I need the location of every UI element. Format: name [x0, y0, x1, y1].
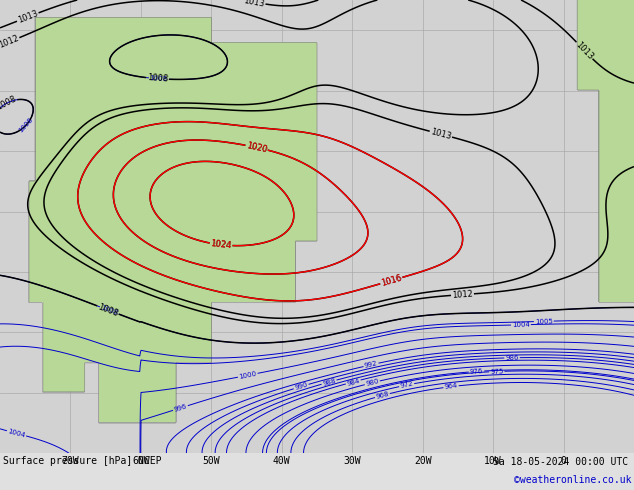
Text: 50W: 50W: [202, 456, 220, 466]
Text: 986: 986: [505, 355, 519, 361]
Text: 1024: 1024: [210, 239, 232, 250]
Text: 1000: 1000: [238, 370, 257, 380]
Text: 1008: 1008: [100, 304, 119, 317]
Text: 70W: 70W: [61, 456, 79, 466]
Text: 0: 0: [560, 456, 567, 466]
Text: 1020: 1020: [245, 141, 268, 154]
Text: 984: 984: [346, 377, 361, 387]
Text: 1004: 1004: [512, 321, 530, 328]
Text: 996: 996: [173, 403, 188, 413]
Text: 988: 988: [322, 377, 337, 387]
Text: 1005: 1005: [534, 318, 553, 324]
Text: 1013: 1013: [574, 40, 595, 61]
Text: 1012: 1012: [451, 290, 473, 300]
Text: 1008: 1008: [0, 95, 18, 112]
Text: 60W: 60W: [132, 456, 150, 466]
Text: Surface pressure [hPa] NCEP: Surface pressure [hPa] NCEP: [3, 456, 162, 466]
Text: 972: 972: [399, 381, 414, 390]
Text: 1008: 1008: [18, 116, 34, 134]
Text: 1012: 1012: [0, 34, 20, 50]
Text: 990: 990: [294, 382, 309, 392]
Text: 10W: 10W: [484, 456, 502, 466]
Text: 1016: 1016: [380, 273, 403, 288]
Text: 1013: 1013: [429, 127, 452, 141]
Text: 1013: 1013: [243, 0, 265, 8]
Text: 1004: 1004: [7, 428, 26, 439]
Text: 968: 968: [375, 391, 390, 400]
Text: 976: 976: [470, 368, 483, 375]
Text: 20W: 20W: [414, 456, 432, 466]
Text: 975: 975: [490, 368, 503, 375]
Text: 1020: 1020: [245, 141, 268, 154]
Text: 964: 964: [444, 383, 458, 391]
Text: 980: 980: [365, 378, 380, 387]
Text: 30W: 30W: [344, 456, 361, 466]
Text: 1008: 1008: [146, 74, 169, 84]
Text: 992: 992: [364, 361, 378, 369]
Text: ©weatheronline.co.uk: ©weatheronline.co.uk: [514, 475, 631, 485]
Text: 1008: 1008: [150, 75, 168, 82]
Text: 1013: 1013: [16, 9, 39, 25]
Text: Sa 18-05-2024 00:00 UTC (00+408): Sa 18-05-2024 00:00 UTC (00+408): [493, 456, 634, 466]
Text: 1016: 1016: [380, 273, 403, 288]
Text: 40W: 40W: [273, 456, 290, 466]
Text: 1008: 1008: [96, 302, 119, 318]
Text: 1024: 1024: [210, 239, 232, 250]
